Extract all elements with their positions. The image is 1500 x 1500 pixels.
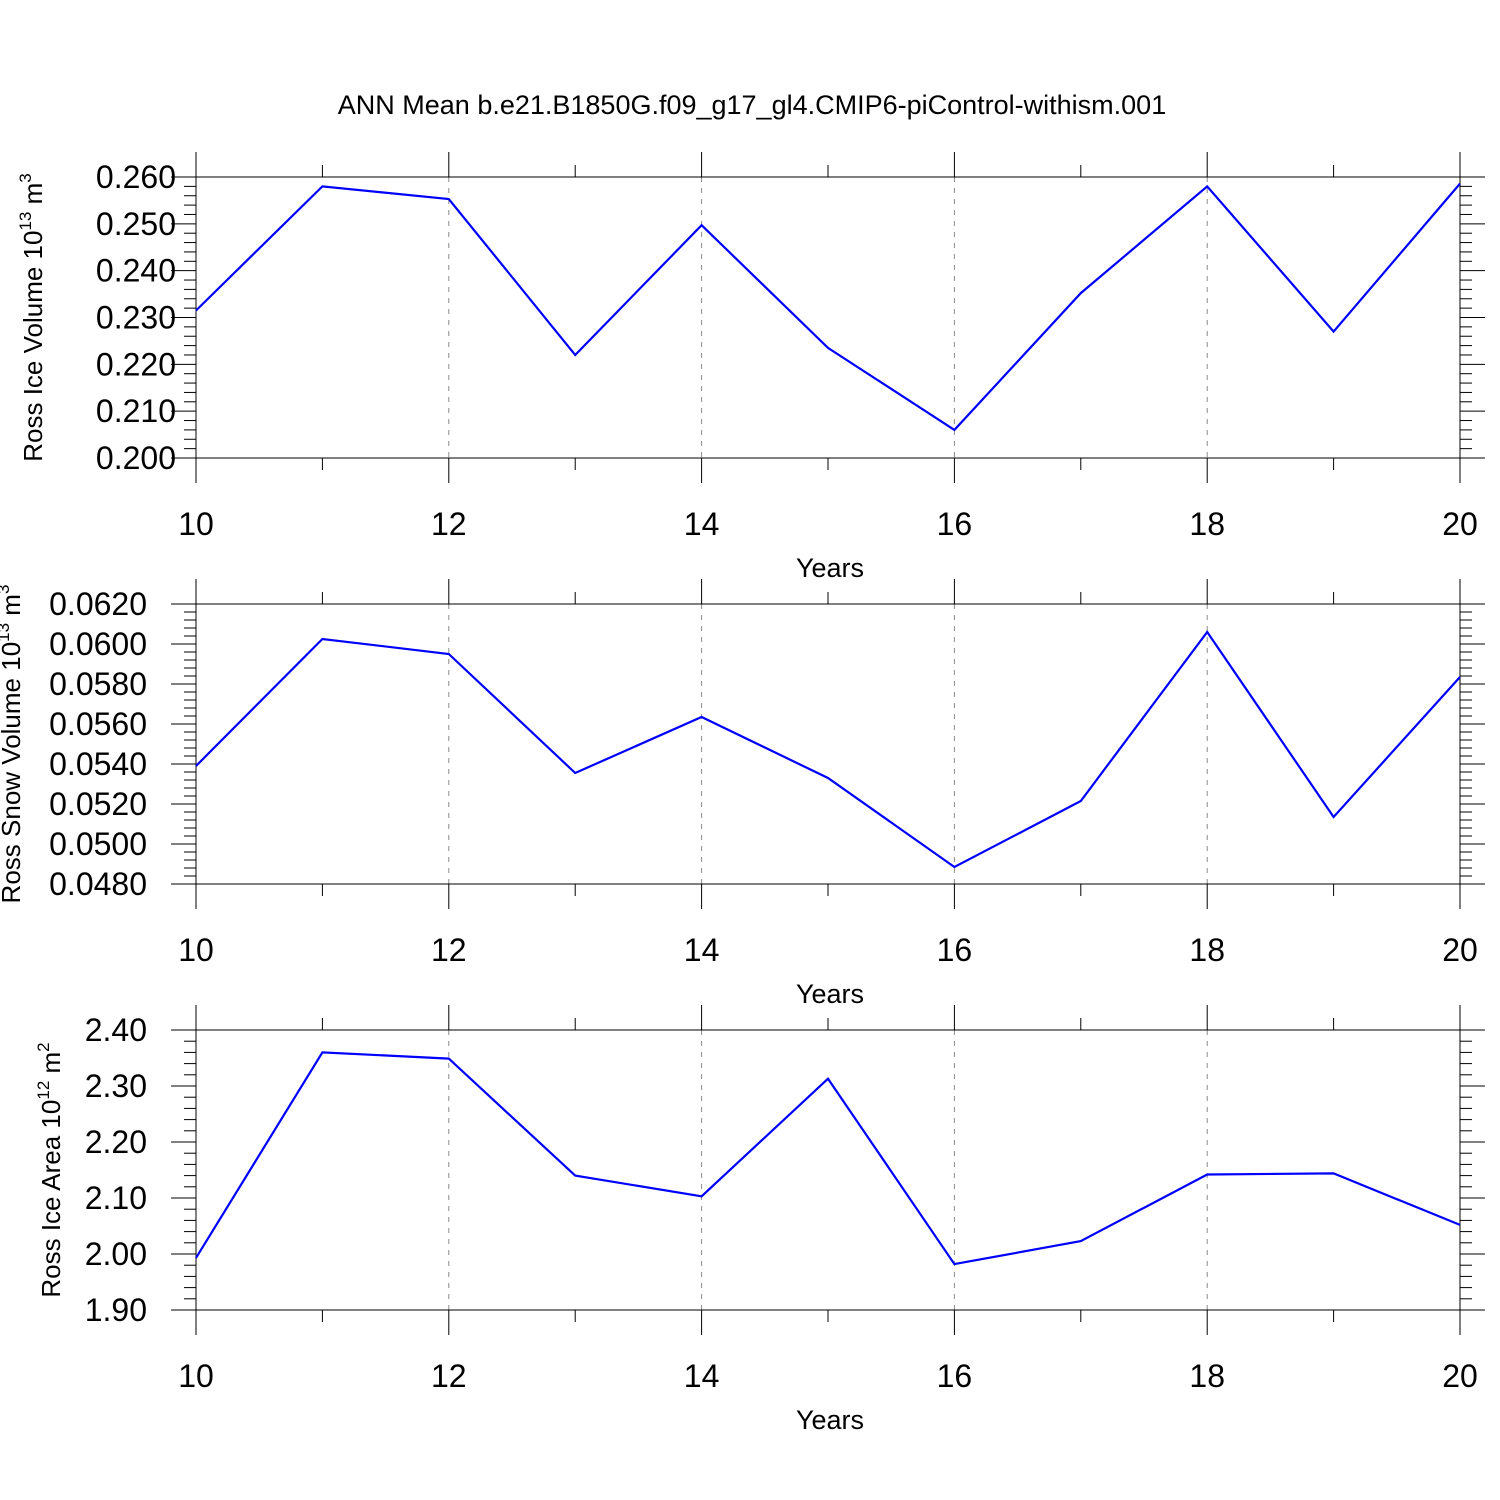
y-tick-label: 0.0600	[49, 626, 147, 662]
chart-panel-1: 10 12 14 16 18 20 0.200 0.210 0.220 0.230 0.240 0.2…	[16, 152, 1485, 583]
y-tick-label: 0.0540	[49, 746, 147, 782]
y-tick-label: 0.200	[96, 440, 176, 476]
x-tick-label: 18	[1189, 506, 1225, 542]
y-tick-label: 2.10	[85, 1180, 147, 1216]
y-tick-label: 1.90	[85, 1292, 147, 1328]
y-tick-label: 2.40	[85, 1012, 147, 1048]
y-tick-label: 0.250	[96, 206, 176, 242]
x-tick-label: 18	[1189, 932, 1225, 968]
x-tick-label: 20	[1442, 506, 1478, 542]
y-tick-label: 0.230	[96, 300, 176, 336]
x-tick-label: 14	[684, 506, 720, 542]
x-axis-label: Years	[796, 979, 864, 1009]
x-tick-label: 12	[431, 1358, 467, 1394]
x-tick-label: 20	[1442, 932, 1478, 968]
y-axis-label: Ross Ice Area 1012 m2	[34, 1042, 66, 1297]
figure-title: ANN Mean b.e21.B1850G.f09_g17_gl4.CMIP6-…	[338, 90, 1166, 120]
x-tick-label: 12	[431, 506, 467, 542]
y-tick-label: 0.0500	[49, 826, 147, 862]
x-tick-label: 14	[684, 1358, 720, 1394]
x-tick-label: 18	[1189, 1358, 1225, 1394]
y-tick-label: 0.0520	[49, 786, 147, 822]
y-tick-label: 2.20	[85, 1124, 147, 1160]
series-line	[195, 182, 1461, 432]
y-tick-label: 0.220	[96, 346, 176, 382]
x-tick-label: 10	[178, 932, 214, 968]
y-tick-label: 0.0480	[49, 866, 147, 902]
x-tick-label: 16	[937, 932, 973, 968]
chart-panel-3: 10 12 14 16 18 20 1.90 2.00 2.10 2.20 2.30 2.40 Year…	[34, 1005, 1485, 1435]
x-tick-label: 20	[1442, 1358, 1478, 1394]
x-tick-label: 10	[178, 506, 214, 542]
y-tick-label: 0.210	[96, 393, 176, 429]
y-tick-label: 0.260	[96, 159, 176, 195]
y-tick-label: 0.0620	[49, 586, 147, 622]
y-axis-label: Ross Snow Volume 1013 m3	[0, 585, 26, 904]
x-axis-label: Years	[796, 553, 864, 583]
x-tick-label: 16	[937, 1358, 973, 1394]
x-tick-label: 10	[178, 1358, 214, 1394]
y-axis-label: Ross Ice Volume 1013 m3	[16, 173, 48, 462]
x-tick-label: 12	[431, 932, 467, 968]
x-axis-label: Years	[796, 1405, 864, 1435]
x-tick-label: 16	[937, 506, 973, 542]
y-tick-label: 2.30	[85, 1068, 147, 1104]
panels: 10 12 14 16 18 20 0.200 0.210 0.220 0.230 0.240 0.2…	[0, 152, 1485, 1435]
y-tick-label: 2.00	[85, 1236, 147, 1272]
y-tick-label: 0.0580	[49, 666, 147, 702]
chart-panel-2: 10 12 14 16 18 20 0.0480 0.0500 0.0520 0.0540 0.05…	[0, 579, 1485, 1009]
series-line	[195, 630, 1461, 869]
y-tick-label: 0.240	[96, 253, 176, 289]
y-tick-label: 0.0560	[49, 706, 147, 742]
series-line	[195, 1051, 1461, 1266]
x-tick-label: 14	[684, 932, 720, 968]
